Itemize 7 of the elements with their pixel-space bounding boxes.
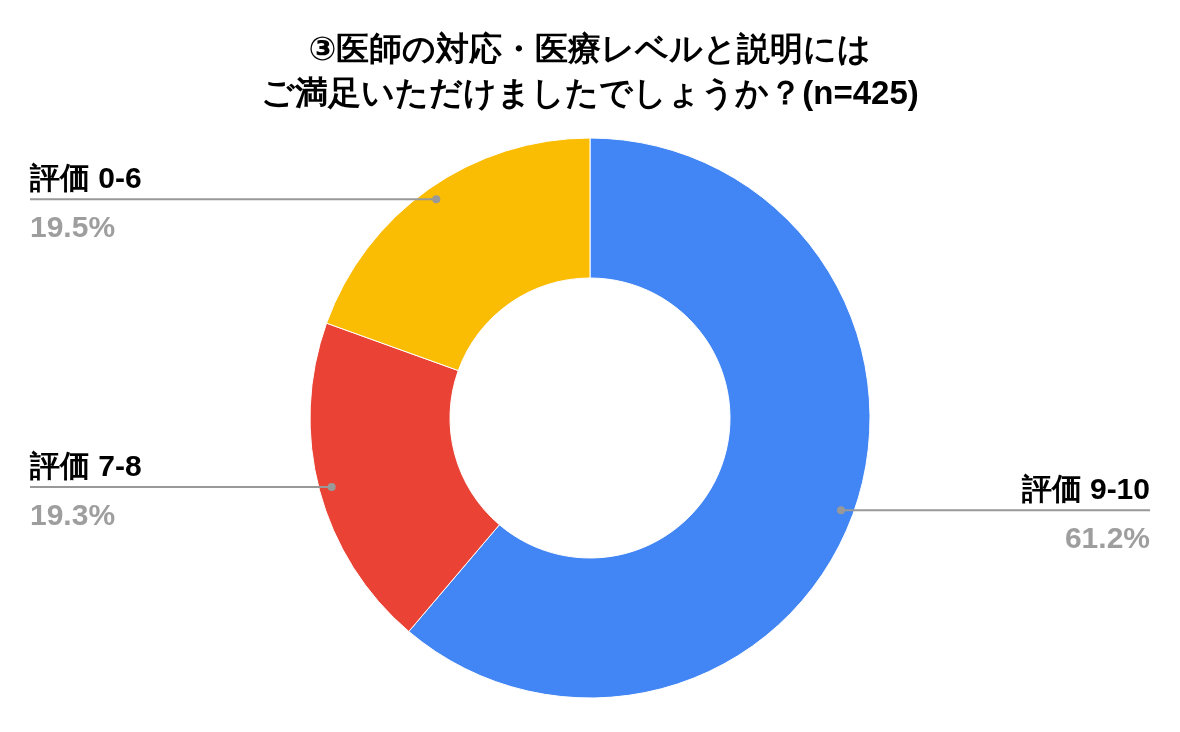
data-label: 19.3% xyxy=(30,497,116,531)
slice-label: 評価 7-8 xyxy=(29,448,142,482)
slice-label: 評価 9-10 xyxy=(1020,472,1150,506)
chart-title: ③医師の対応・医療レベルと説明にはご満足いただけましたでしょうか？(n=425) xyxy=(261,30,919,111)
slice-label: 評価 0-6 xyxy=(29,161,142,195)
data-label: 61.2% xyxy=(1064,521,1150,555)
data-label: 19.5% xyxy=(30,210,116,244)
